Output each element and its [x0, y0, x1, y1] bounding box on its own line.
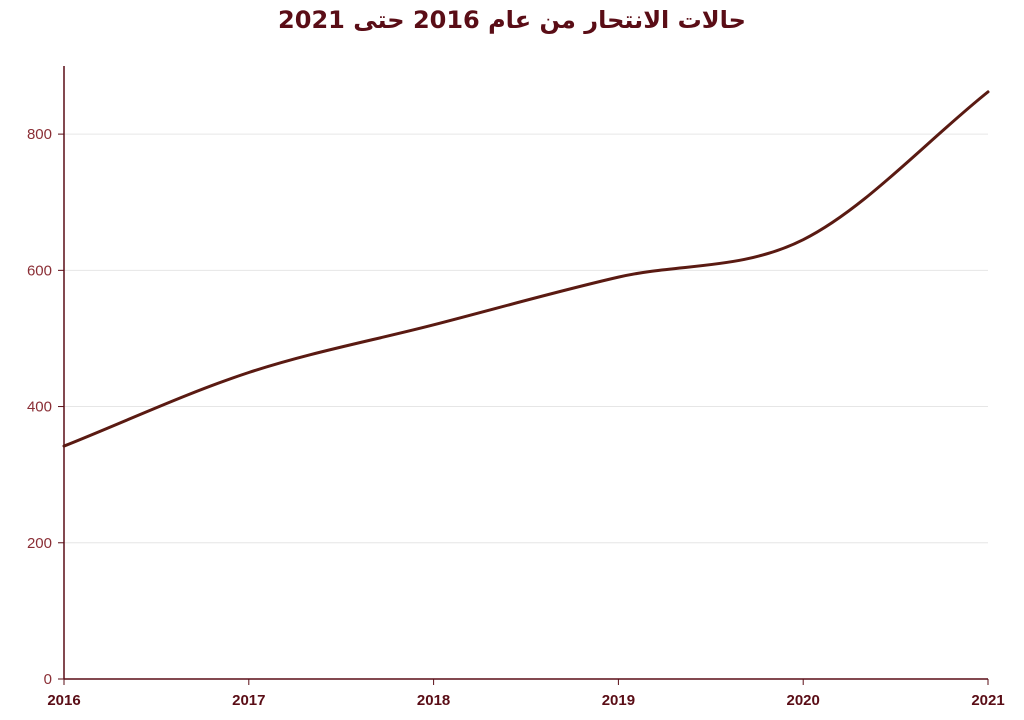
y-tick-label: 0 — [44, 671, 52, 688]
grid-layer — [64, 133, 988, 544]
x-tick-label: 2020 — [787, 692, 820, 709]
label-layer: 0 200 400 600 800 2016 2017 2018 2019 2020 2021 — [27, 126, 1005, 709]
y-tick-label: 800 — [27, 126, 52, 143]
x-tick-label: 2017 — [232, 692, 265, 709]
y-tick-label: 400 — [27, 399, 52, 416]
series-layer — [62, 90, 990, 448]
chart-title: حالات الانتحار من عام 2016 حتى 2021 — [278, 6, 746, 34]
x-tick-label: 2021 — [971, 692, 1004, 709]
y-tick-label: 600 — [27, 262, 52, 279]
axis-layer — [58, 66, 989, 685]
x-tick-label: 2016 — [47, 692, 80, 709]
x-tick-label: 2018 — [417, 692, 450, 709]
x-tick-label: 2019 — [602, 692, 635, 709]
y-tick-label: 200 — [27, 535, 52, 552]
series-line — [62, 90, 990, 448]
